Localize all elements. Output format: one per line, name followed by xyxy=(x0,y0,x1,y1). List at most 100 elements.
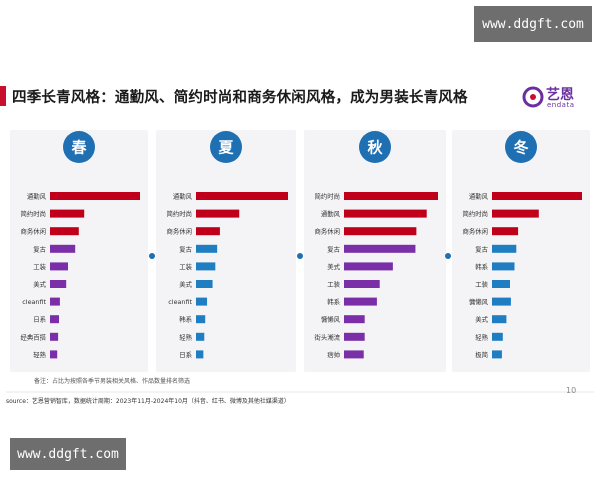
category-label: 通勤风 xyxy=(321,209,341,218)
bar xyxy=(50,297,60,306)
panel-divider-dot xyxy=(445,253,451,259)
bar xyxy=(196,315,206,324)
bar xyxy=(492,332,503,341)
season-panel xyxy=(452,130,590,372)
category-label: 街头潮流 xyxy=(314,332,340,341)
bar xyxy=(344,227,417,236)
bar xyxy=(344,280,380,288)
source-text: source：艺恩营销智库，数据统计周期：2023年11月-2024年10月（抖… xyxy=(6,398,290,405)
bar xyxy=(196,262,216,271)
bar xyxy=(50,192,140,200)
category-label: 简约时尚 xyxy=(314,192,340,201)
category-label: 美式 xyxy=(33,280,46,289)
category-label: 日系 xyxy=(179,350,192,359)
bar xyxy=(50,244,76,253)
category-label: 经典百搭 xyxy=(20,332,46,341)
category-label: 轻熟 xyxy=(475,332,488,341)
bar xyxy=(492,262,515,271)
category-label: 简约时尚 xyxy=(462,209,488,218)
category-label: 复古 xyxy=(179,244,192,253)
chart-note: 备注：占比为按照各季节男装相关风格、作品数量排名筛选 xyxy=(34,378,191,385)
category-label: 工装 xyxy=(179,262,192,271)
category-label: cleanfit xyxy=(168,298,192,306)
season-badge xyxy=(63,131,95,163)
category-label: 简约时尚 xyxy=(166,209,192,218)
logo-mark-icon xyxy=(522,86,544,108)
bar xyxy=(344,262,393,271)
category-label: 极简 xyxy=(475,350,488,359)
category-label: 美式 xyxy=(179,280,192,289)
category-label: 商务休闲 xyxy=(462,227,488,236)
category-label: 复古 xyxy=(327,244,340,253)
bar xyxy=(50,209,85,218)
bar xyxy=(50,262,68,271)
page-number: 10 xyxy=(566,386,577,395)
category-label: 工装 xyxy=(33,262,46,271)
category-label: 痞帅 xyxy=(327,350,340,359)
bar xyxy=(344,297,377,306)
category-label: 慵懒风 xyxy=(469,297,489,306)
category-label: 通勤风 xyxy=(469,192,489,201)
bar xyxy=(344,315,365,324)
bar xyxy=(50,350,58,359)
bar xyxy=(196,297,208,306)
bar xyxy=(492,350,502,359)
bar xyxy=(492,280,510,288)
season-badge xyxy=(210,131,242,163)
bar xyxy=(492,192,582,200)
endata-logo: 艺恩 endata xyxy=(522,84,586,110)
category-label: 工装 xyxy=(475,280,488,289)
category-label: cleanfit xyxy=(22,298,46,306)
season-panel xyxy=(156,130,296,372)
bar xyxy=(196,332,205,341)
bar xyxy=(344,244,416,253)
season-label: 冬 xyxy=(513,139,528,157)
bar xyxy=(50,332,59,341)
category-label: 韩系 xyxy=(475,262,488,271)
bar xyxy=(492,315,507,324)
logo-text: 艺恩 xyxy=(546,87,574,103)
category-label: 通勤风 xyxy=(27,192,47,201)
season-badge xyxy=(359,131,391,163)
season-label: 春 xyxy=(71,139,86,157)
category-label: 美式 xyxy=(327,262,340,271)
category-label: 商务休闲 xyxy=(314,227,340,236)
bar xyxy=(196,192,288,200)
category-label: 复古 xyxy=(475,244,488,253)
season-label: 秋 xyxy=(367,139,383,157)
bar xyxy=(196,209,240,218)
category-label: 韩系 xyxy=(179,315,192,324)
bar xyxy=(196,280,213,288)
bar xyxy=(50,280,67,288)
page-title: 四季长青风格：通勤风、简约时尚和商务休闲风格，成为男装长青风格 xyxy=(12,90,468,106)
category-label: 工装 xyxy=(327,280,340,289)
category-label: 美式 xyxy=(475,315,488,324)
category-label: 日系 xyxy=(33,315,46,324)
category-label: 通勤风 xyxy=(173,192,193,201)
bar xyxy=(196,350,204,359)
bar xyxy=(344,332,365,341)
bar xyxy=(492,209,539,218)
logo-subtext: endata xyxy=(547,101,575,109)
bar xyxy=(196,244,218,253)
bar xyxy=(344,192,438,200)
category-label: 复古 xyxy=(33,244,46,253)
season-label: 夏 xyxy=(217,139,234,157)
bar xyxy=(492,244,517,253)
title-accent-bar xyxy=(0,86,6,106)
bar xyxy=(344,209,427,218)
bar xyxy=(492,297,511,306)
category-label: 商务休闲 xyxy=(166,227,192,236)
category-label: 商务休闲 xyxy=(20,227,46,236)
bar xyxy=(492,227,519,236)
category-label: 韩系 xyxy=(327,297,340,306)
season-badge xyxy=(505,131,537,163)
category-label: 简约时尚 xyxy=(20,209,46,218)
panel-divider-dot xyxy=(149,253,155,259)
season-panel xyxy=(10,130,148,372)
category-label: 轻熟 xyxy=(179,332,192,341)
watermark-top: www.ddgft.com xyxy=(474,6,592,42)
category-label: 轻熟 xyxy=(33,350,46,359)
category-label: 慵懒风 xyxy=(321,315,341,324)
